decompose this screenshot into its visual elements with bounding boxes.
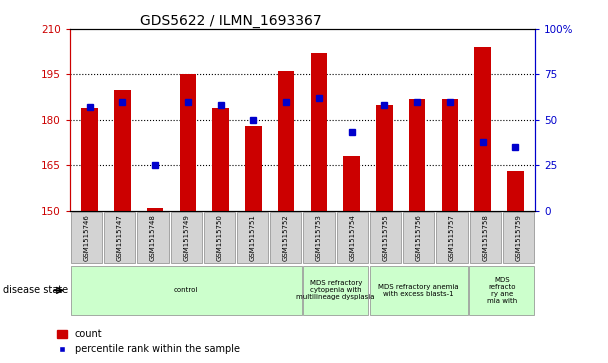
Text: GDS5622 / ILMN_1693367: GDS5622 / ILMN_1693367 bbox=[140, 14, 321, 28]
Bar bbox=[71, 266, 302, 315]
Bar bbox=[137, 212, 168, 264]
Bar bbox=[245, 126, 261, 211]
Text: GSM1515749: GSM1515749 bbox=[183, 214, 189, 261]
Bar bbox=[147, 208, 164, 211]
Text: GSM1515753: GSM1515753 bbox=[316, 214, 322, 261]
Bar bbox=[114, 90, 131, 211]
Text: GSM1515746: GSM1515746 bbox=[83, 214, 89, 261]
Bar bbox=[171, 212, 202, 264]
Text: MDS
refracto
ry ane
mia with: MDS refracto ry ane mia with bbox=[486, 277, 517, 304]
Text: MDS refractory
cytopenia with
multilineage dysplasia: MDS refractory cytopenia with multilinea… bbox=[297, 280, 375, 301]
Bar bbox=[409, 99, 426, 211]
Text: GSM1515755: GSM1515755 bbox=[382, 215, 389, 261]
Text: GSM1515756: GSM1515756 bbox=[416, 214, 422, 261]
Bar bbox=[237, 212, 268, 264]
Bar bbox=[71, 212, 102, 264]
Text: GSM1515757: GSM1515757 bbox=[449, 214, 455, 261]
Bar bbox=[303, 266, 368, 315]
Bar bbox=[441, 99, 458, 211]
Text: GSM1515752: GSM1515752 bbox=[283, 215, 289, 261]
Text: GSM1515748: GSM1515748 bbox=[150, 214, 156, 261]
Bar bbox=[81, 108, 98, 211]
Text: MDS refractory anemia
with excess blasts-1: MDS refractory anemia with excess blasts… bbox=[378, 284, 459, 297]
Text: GSM1515758: GSM1515758 bbox=[482, 214, 488, 261]
Bar bbox=[204, 212, 235, 264]
Bar bbox=[503, 212, 534, 264]
Bar bbox=[469, 266, 534, 315]
Bar bbox=[344, 156, 360, 211]
Bar bbox=[270, 212, 302, 264]
Text: GSM1515747: GSM1515747 bbox=[117, 214, 123, 261]
Bar bbox=[303, 212, 335, 264]
Text: GSM1515754: GSM1515754 bbox=[350, 215, 355, 261]
Bar bbox=[278, 72, 294, 211]
Bar bbox=[104, 212, 136, 264]
Bar bbox=[370, 266, 468, 315]
Text: control: control bbox=[174, 287, 198, 293]
Bar bbox=[469, 212, 501, 264]
Bar bbox=[370, 212, 401, 264]
Bar bbox=[179, 74, 196, 211]
Bar bbox=[376, 105, 393, 211]
Text: GSM1515750: GSM1515750 bbox=[216, 214, 223, 261]
Bar bbox=[212, 108, 229, 211]
Bar bbox=[337, 212, 368, 264]
Bar bbox=[474, 47, 491, 211]
Bar bbox=[403, 212, 434, 264]
Bar bbox=[311, 53, 327, 211]
Legend: count, percentile rank within the sample: count, percentile rank within the sample bbox=[54, 326, 244, 358]
Text: disease state: disease state bbox=[3, 285, 68, 295]
Text: GSM1515751: GSM1515751 bbox=[250, 214, 255, 261]
Text: GSM1515759: GSM1515759 bbox=[516, 214, 522, 261]
Bar bbox=[437, 212, 468, 264]
Bar bbox=[507, 171, 523, 211]
